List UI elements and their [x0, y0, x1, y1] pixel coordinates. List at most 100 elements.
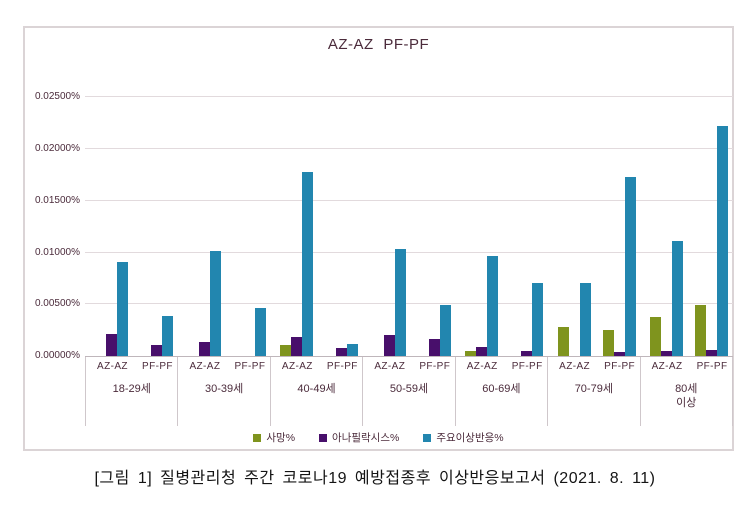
vaccine-combo-label: PF-PF: [696, 361, 728, 372]
x-axis: AZ-AZ PF-PF 18-29세 AZ-AZ PF-PF 30-39세 AZ-AZ PF-…: [85, 356, 733, 426]
subcategory-row: AZ-AZ PF-PF: [271, 361, 362, 372]
age-group: [178, 76, 271, 356]
bar: [661, 351, 673, 356]
bar-cluster: [650, 241, 684, 356]
legend: 사망% 아나필락시스% 주요이상반응%: [25, 430, 732, 445]
legend-label: 주요이상반응%: [436, 432, 504, 444]
plot-area: [85, 76, 733, 357]
bar: [706, 350, 718, 356]
bar-cluster: [510, 283, 544, 356]
bar-cluster: [280, 172, 314, 356]
bar: [717, 126, 729, 356]
y-axis: 0.00000% 0.00500% 0.01000% 0.01500% 0.02000%…: [25, 76, 82, 361]
vaccine-combo-label: PF-PF: [511, 361, 543, 372]
grid-line: [85, 148, 733, 149]
vaccine-combo-label: PF-PF: [326, 361, 358, 372]
bar-cluster: [233, 308, 266, 356]
bar: [280, 345, 292, 356]
legend-item: 아나필락시스%: [319, 430, 399, 445]
chart-frame: AZ-AZ PF-PF 0.00000% 0.00500% 0.01000% 0.01…: [23, 26, 734, 451]
age-label: 30-39세: [205, 383, 244, 395]
age-label: 18-29세: [112, 383, 151, 395]
bar: [394, 249, 406, 356]
vaccine-combo-label: AZ-AZ: [97, 361, 128, 372]
bar: [695, 305, 707, 356]
bar: [476, 347, 488, 356]
grid-line: [85, 303, 733, 304]
age-label: 40-49세: [297, 383, 336, 395]
bar: [383, 335, 395, 356]
bar-cluster: [325, 344, 359, 356]
vaccine-combo-label: AZ-AZ: [559, 361, 591, 372]
bar: [521, 351, 533, 356]
x-axis-cell: AZ-AZ PF-PF 40-49세: [269, 356, 362, 426]
bar: [439, 305, 451, 356]
bar: [162, 316, 173, 356]
bar: [532, 283, 544, 356]
grid-line: [85, 200, 733, 201]
subcategory-row: AZ-AZ PF-PF: [456, 361, 547, 372]
bar: [117, 262, 128, 356]
bar: [487, 256, 499, 356]
age-label: 50-59세: [389, 383, 429, 395]
x-axis-cell: AZ-AZ PF-PF 60-69세: [454, 356, 547, 426]
legend-label: 사망%: [266, 432, 296, 444]
vaccine-combo-label: PF-PF: [604, 361, 636, 372]
bar-cluster: [373, 249, 406, 356]
vaccine-combo-label: PF-PF: [142, 361, 173, 372]
subcategory-row: AZ-AZ PF-PF: [641, 361, 732, 372]
bar: [650, 317, 662, 356]
x-axis-cell: AZ-AZ PF-PF 80세 이상: [639, 356, 733, 426]
vaccine-combo-label: AZ-AZ: [374, 361, 406, 372]
legend-swatch: [319, 433, 328, 442]
bar-cluster: [465, 256, 499, 356]
grid-line: [85, 252, 733, 253]
x-axis-cell: AZ-AZ PF-PF 50-59세: [362, 356, 454, 426]
bar: [198, 342, 210, 356]
age-label: 70-79세: [574, 383, 613, 395]
bar-cluster: [140, 316, 173, 356]
legend-swatch: [423, 433, 432, 442]
age-group: [270, 76, 363, 356]
bar: [254, 308, 266, 356]
subcategory-row: AZ-AZ PF-PF: [548, 361, 639, 372]
bar: [302, 172, 314, 356]
bar: [151, 345, 162, 356]
bar: [602, 330, 614, 356]
legend-swatch: [253, 433, 262, 442]
figure-caption: [그림 1] 질병관리청 주간 코로나19 예방접종후 이상반응보고서 (202…: [94, 470, 656, 487]
y-tick-label: 0.01000%: [34, 247, 80, 258]
grid-line: [85, 96, 733, 97]
age-group: [363, 76, 456, 356]
vaccine-combo-label: AZ-AZ: [651, 361, 683, 372]
age-label: 60-69세: [482, 383, 521, 395]
bar: [347, 344, 359, 356]
vaccine-combo-label: AZ-AZ: [466, 361, 498, 372]
bar: [209, 251, 221, 356]
vaccine-combo-label: AZ-AZ: [189, 361, 221, 372]
bar: [557, 327, 569, 356]
plot-wrap: 0.00000% 0.00500% 0.01000% 0.01500% 0.02000%…: [25, 76, 733, 361]
bar: [579, 283, 591, 356]
age-group: [455, 76, 548, 356]
age-group: [548, 76, 641, 356]
bar-cluster: [557, 283, 591, 356]
age-group: [85, 76, 178, 356]
x-axis-cell: AZ-AZ PF-PF 30-39세: [177, 356, 269, 426]
y-tick-label: 0.02500%: [34, 91, 80, 102]
bar-cluster: [418, 305, 451, 356]
x-axis-cell: AZ-AZ PF-PF 70-79세: [547, 356, 639, 426]
subcategory-row: AZ-AZ PF-PF: [363, 361, 454, 372]
y-tick-label: 0.00000%: [34, 350, 80, 361]
bar: [465, 351, 477, 356]
vaccine-combo-label: PF-PF: [419, 361, 451, 372]
bar: [428, 339, 440, 356]
chart-title: AZ-AZ PF-PF: [327, 36, 430, 53]
bar: [291, 337, 303, 356]
subcategory-row: AZ-AZ PF-PF: [86, 361, 177, 372]
subcategory-row: AZ-AZ PF-PF: [178, 361, 269, 372]
vaccine-combo-label: PF-PF: [234, 361, 266, 372]
vaccine-combo-label: AZ-AZ: [281, 361, 313, 372]
legend-label: 아나필락시스%: [332, 432, 400, 444]
